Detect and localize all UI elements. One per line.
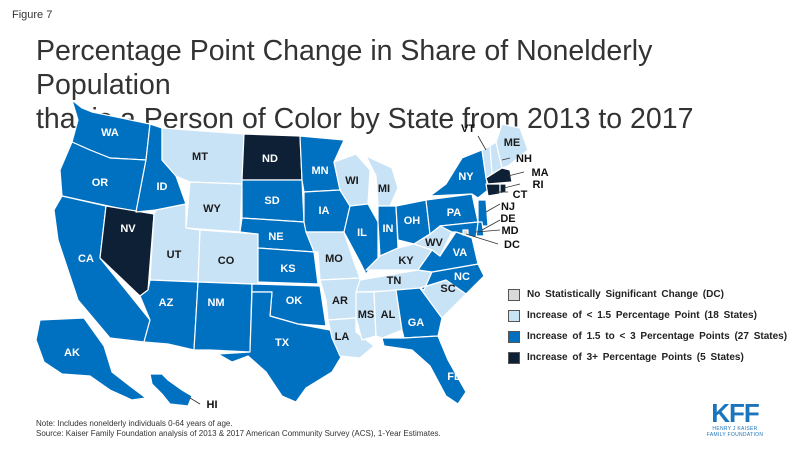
legend-item-medium: Increase of 1.5 to < 3 Percentage Points… [508,326,787,347]
source-line: Source: Kaiser Family Foundation analysi… [36,429,441,438]
label-NM: NM [207,297,224,309]
label-GA: GA [408,317,425,329]
label-AZ: AZ [159,297,174,309]
legend: No Statistically Significant Change (DC)… [508,284,787,368]
label-AK: AK [64,347,80,359]
label-WY: WY [203,203,221,215]
state-AL [373,289,403,339]
label-CO: CO [218,255,235,267]
label-LA: LA [335,331,350,343]
legend-item-no-change: No Statistically Significant Change (DC) [508,284,787,305]
legend-item-dark: Increase of 3+ Percentage Points (5 Stat… [508,347,787,368]
leader-lines [189,135,525,405]
state-KS [257,247,319,285]
label-NH: NH [516,153,532,165]
state-LA [327,317,375,359]
figure-label: Figure 7 [12,9,53,21]
label-WI: WI [345,175,358,187]
label-DC: DC [504,239,520,251]
label-MN: MN [311,165,328,177]
label-NE: NE [268,231,283,243]
label-FL: FL [447,371,461,383]
legend-label: Increase of 1.5 to < 3 Percentage Points… [527,331,788,342]
state-AK [35,317,147,401]
label-AL: AL [381,309,396,321]
label-MD: MD [501,225,518,237]
label-CT: CT [513,189,528,201]
state-CT [485,183,501,197]
label-SD: SD [264,195,279,207]
legend-item-light: Increase of < 1.5 Percentage Point (18 S… [508,305,787,326]
label-MT: MT [192,151,208,163]
footnote: Note: Includes nonelderly individuals 0-… [36,419,441,439]
state-NJ [477,199,489,227]
label-UT: UT [167,249,182,261]
label-MA: MA [531,167,548,179]
label-HI: HI [207,399,218,411]
label-NC: NC [454,271,470,283]
label-WV: WV [425,237,443,249]
legend-label: Increase of 3+ Percentage Points (5 Stat… [527,352,744,363]
state-HI [149,373,193,407]
label-RI: RI [533,179,544,191]
state-AZ [139,279,199,351]
title-line-1: Percentage Point Change in Share of None… [36,35,653,101]
label-DE: DE [500,213,515,225]
label-MI: MI [378,183,390,195]
label-TN: TN [387,275,402,287]
logo-sub-2: FAMILY FOUNDATION [706,432,764,438]
label-NJ: NJ [501,201,515,213]
state-NM [193,281,253,353]
label-ID: ID [157,181,168,193]
label-OK: OK [286,295,303,307]
label-ME: ME [504,137,521,149]
state-MS [355,291,377,341]
label-CA: CA [78,253,94,265]
label-ND: ND [262,153,278,165]
label-NY: NY [458,171,474,183]
label-SC: SC [440,283,455,295]
label-WA: WA [101,127,119,139]
label-TX: TX [275,337,290,349]
label-MO: MO [325,253,343,265]
legend-swatch [508,309,520,322]
label-VT: VT [461,123,475,135]
legend-label: Increase of < 1.5 Percentage Point (18 S… [527,310,757,321]
legend-swatch [508,288,520,301]
label-PA: PA [447,207,462,219]
state-RI [499,183,507,195]
state-labels: WA OR CA NV ID MT WY UT CO AZ NM ND SD N… [64,123,549,411]
label-IL: IL [357,227,367,239]
label-KS: KS [280,263,295,275]
state-TX [217,291,345,403]
label-MS: MS [358,309,375,321]
label-IA: IA [319,205,330,217]
state-MA [485,167,513,185]
legend-label: No Statistically Significant Change (DC) [527,289,724,300]
state-MI [365,155,399,207]
state-FL [381,335,467,405]
note-line: Note: Includes nonelderly individuals 0-… [36,419,233,428]
legend-swatch [508,351,520,364]
label-OR: OR [92,177,109,189]
logo-sub-1: HENRY J KAISER [712,426,758,432]
label-VA: VA [453,247,468,259]
kff-logo: KFF HENRY J KAISER FAMILY FOUNDATION [700,400,770,438]
legend-swatch [508,330,520,343]
logo-main: KFF [711,398,760,428]
label-OH: OH [404,215,421,227]
label-KY: KY [398,255,414,267]
label-IN: IN [383,223,394,235]
label-AR: AR [332,295,348,307]
label-NV: NV [120,223,136,235]
